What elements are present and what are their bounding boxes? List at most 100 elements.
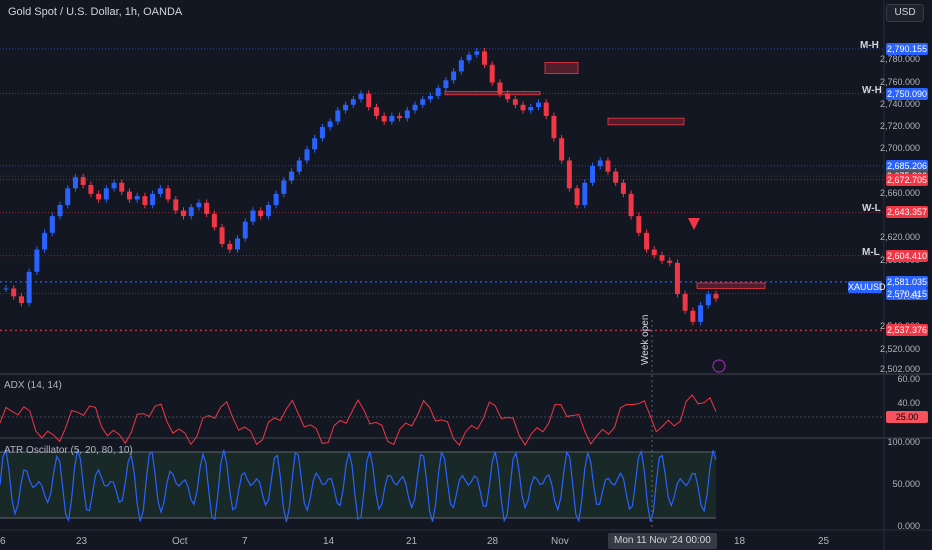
candle-body	[126, 191, 132, 200]
price-tag: 2,604.410	[886, 249, 928, 262]
candle-body	[72, 177, 78, 189]
candle-body	[698, 305, 704, 322]
candle-body	[3, 288, 9, 290]
price-tag: 2,643.357	[886, 206, 928, 219]
candle-body	[412, 104, 418, 111]
candle-body	[605, 160, 611, 172]
level-label: W-H	[862, 84, 882, 96]
candle-body	[335, 110, 341, 122]
candle-body	[559, 138, 565, 161]
candle-body	[682, 294, 688, 311]
candle-body	[613, 171, 619, 183]
atr-band	[0, 452, 716, 518]
candle-body	[397, 115, 403, 119]
candle-body	[350, 99, 356, 105]
week-open-label: Week open	[640, 314, 651, 365]
candle-body	[327, 121, 333, 128]
candle-body	[196, 202, 202, 208]
candle-body	[26, 271, 32, 303]
candle-body	[319, 127, 325, 139]
candle-body	[150, 193, 156, 205]
price-tag: 2,750.090	[886, 87, 928, 100]
countdown: 07:46	[897, 291, 920, 301]
candle-body	[597, 160, 603, 167]
candle-body	[451, 71, 457, 81]
candle-body	[466, 54, 472, 61]
candle-body	[528, 107, 534, 111]
level-label: W-L	[862, 203, 881, 215]
candle-body	[443, 80, 449, 89]
candle-body	[651, 249, 657, 256]
time-cursor-label: Mon 11 Nov '24 00:00	[608, 533, 717, 549]
price-tag: 2,685.206	[886, 159, 928, 172]
adx-line	[0, 394, 717, 447]
zone-box	[544, 62, 579, 75]
atr-label: ATR Oscillator (5, 20, 80, 10)	[4, 445, 133, 456]
candle-body	[227, 243, 233, 250]
candle-body	[474, 51, 480, 55]
candle-body	[181, 210, 186, 217]
candle-body	[165, 188, 171, 200]
zone-box	[607, 117, 685, 126]
candle-body	[242, 221, 248, 239]
adx-tick: 60.00	[897, 374, 920, 384]
candle-body	[628, 193, 634, 217]
candle-body	[80, 177, 86, 185]
price-tag: 2,581.035	[886, 275, 928, 288]
candle-body	[250, 210, 256, 222]
candle-body	[574, 188, 580, 205]
candle-body	[157, 188, 163, 194]
candle-body	[644, 232, 650, 250]
candle-body	[366, 93, 372, 108]
level-label: M-H	[860, 39, 879, 51]
candle-body	[188, 207, 194, 217]
candle-body	[659, 255, 665, 261]
zone-box	[444, 91, 541, 96]
candle-body	[258, 210, 264, 217]
candle-body	[458, 60, 464, 72]
candle-body	[481, 51, 487, 65]
zone-box	[696, 282, 766, 289]
candle-body	[373, 107, 379, 116]
candle-body	[520, 104, 526, 111]
time-tick: 28	[487, 536, 499, 547]
candle-body	[566, 160, 572, 189]
candle-body	[667, 260, 673, 263]
chart-title: Gold Spot / U.S. Dollar, 1h, OANDA	[8, 6, 183, 18]
candle-body	[381, 115, 387, 122]
time-tick: 14	[323, 536, 335, 547]
candle-body	[312, 138, 318, 150]
candle-body	[551, 115, 557, 139]
candle-body	[134, 196, 140, 200]
candle-body	[96, 193, 102, 200]
candle-body	[713, 294, 719, 299]
candle-body	[57, 205, 63, 217]
price-tick: 2,520.000	[879, 343, 920, 354]
candle-body	[343, 104, 349, 111]
price-tick: 2,740.000	[879, 98, 920, 109]
candle-body	[235, 238, 241, 250]
candle-body	[18, 296, 24, 303]
candle-body	[142, 196, 148, 205]
adx-tick: 40.00	[897, 398, 920, 408]
adx-tag: 25.00	[886, 411, 928, 423]
down-arrow-icon	[688, 218, 700, 230]
candle-body	[512, 99, 518, 105]
time-tick: 18	[734, 536, 746, 547]
symbol-tag: XAUUSD	[848, 281, 886, 293]
price-tick: 2,620.000	[879, 232, 920, 243]
candle-body	[690, 310, 696, 322]
candle-body	[536, 102, 541, 108]
time-tick: 7	[242, 536, 248, 547]
candle-body	[296, 160, 302, 172]
candle-body	[489, 64, 495, 83]
currency-button[interactable]: USD	[886, 4, 924, 22]
candle-body	[389, 115, 395, 122]
candle-body	[543, 102, 549, 116]
candle-body	[273, 193, 279, 205]
candle-body	[88, 184, 94, 194]
price-tick: 2,760.000	[879, 76, 920, 87]
price-tick: 2,780.000	[879, 54, 920, 65]
